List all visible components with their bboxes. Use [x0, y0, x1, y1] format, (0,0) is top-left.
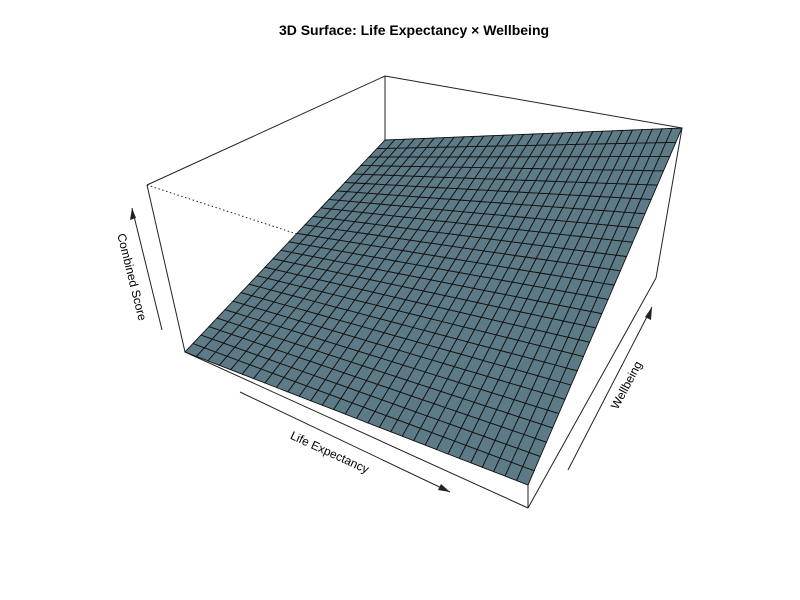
chart-title: 3D Surface: Life Expectancy × Wellbeing	[279, 22, 549, 38]
box-edge-bottom-front	[184, 351, 529, 509]
x-axis-arrow	[239, 391, 451, 493]
box-hidden-edge-1	[146, 184, 301, 236]
surface-mesh	[184, 127, 683, 486]
axis-arrows	[130, 207, 653, 493]
y-axis-arrowhead	[645, 307, 652, 320]
box-edge-back-top-right	[384, 75, 683, 129]
x-axis-label: Life Expectancy	[288, 428, 371, 476]
box-edge-back-top-left	[146, 75, 386, 186]
z-axis-label: Combined Score	[114, 232, 149, 322]
y-axis-arrow	[567, 306, 653, 471]
x-axis-arrowhead	[438, 484, 450, 492]
surface-facet	[665, 127, 683, 143]
z-axis-arrowhead	[130, 208, 136, 220]
y-axis-label: Wellbeing	[608, 359, 645, 412]
z-axis-arrow	[131, 207, 163, 331]
box-edge-bottom-right	[527, 277, 657, 509]
box-edge-left-vertical	[146, 184, 186, 353]
box-edge-right-vertical	[655, 127, 683, 279]
